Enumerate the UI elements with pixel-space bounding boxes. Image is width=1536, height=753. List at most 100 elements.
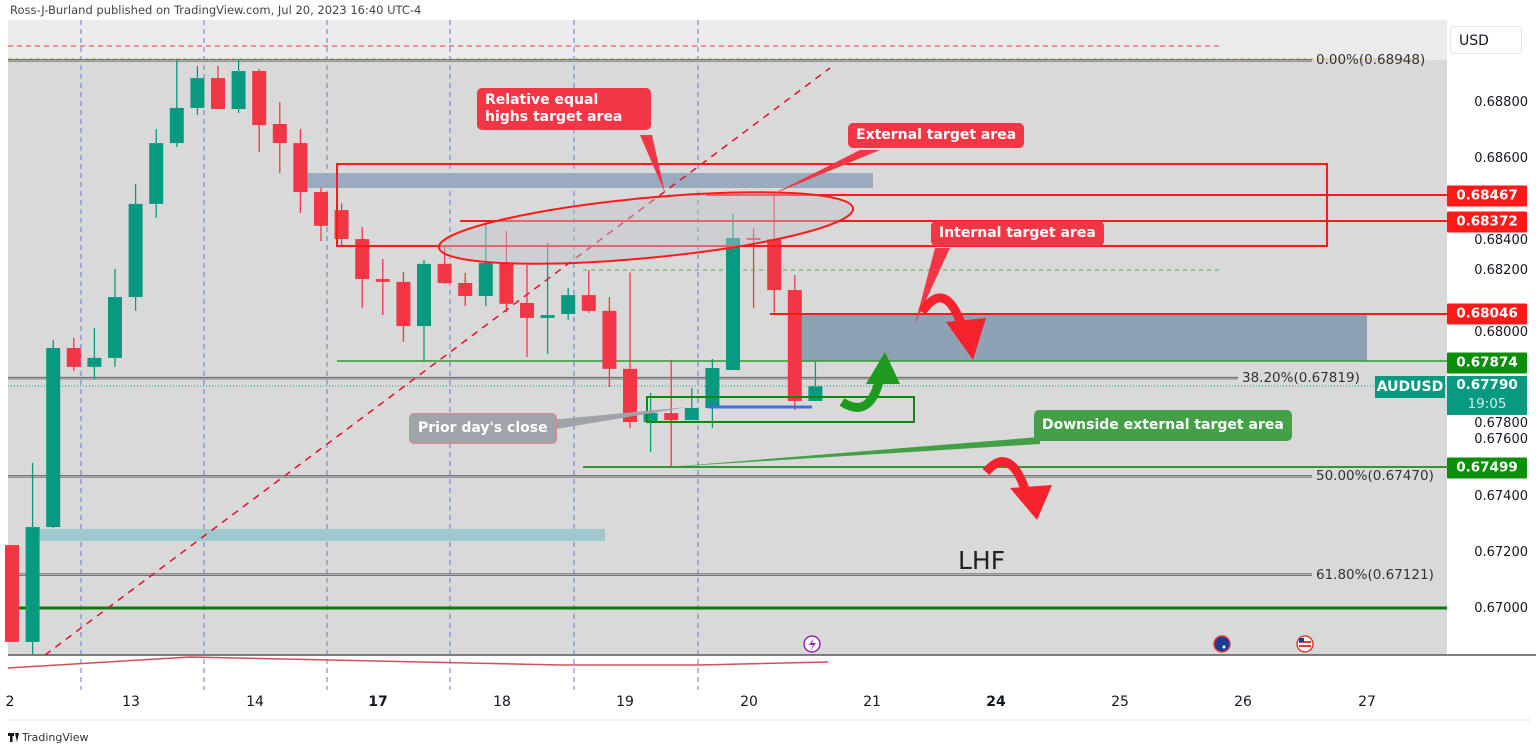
green-range-box[interactable] (646, 396, 915, 423)
candle[interactable] (149, 129, 164, 218)
candle[interactable] (252, 69, 267, 153)
candle-body (25, 527, 40, 642)
candle-body (520, 302, 534, 318)
candle[interactable] (25, 462, 40, 655)
candle-body (334, 210, 349, 240)
candle[interactable] (684, 388, 699, 421)
australia-flag-icon[interactable] (1213, 635, 1231, 653)
candle[interactable] (540, 243, 555, 354)
candle-body (355, 239, 370, 280)
callout-pointer (640, 135, 665, 193)
candle-body (499, 263, 514, 304)
candle[interactable] (46, 339, 61, 528)
candle[interactable] (66, 337, 81, 371)
candle[interactable] (478, 223, 493, 307)
price-tick-label: 0.68400 (1474, 233, 1528, 249)
candle[interactable] (293, 129, 308, 213)
candle[interactable] (396, 272, 411, 342)
candle[interactable] (334, 203, 349, 246)
candle[interactable] (5, 545, 19, 642)
candle[interactable] (499, 230, 514, 312)
candle[interactable] (108, 268, 122, 367)
time-tick-label: 24 (986, 694, 1006, 710)
fib-label: 38.20%(0.67819) (1242, 370, 1360, 387)
last-price-badge: 0.67790 19:05 (1447, 376, 1527, 415)
candle[interactable] (417, 259, 431, 362)
candle[interactable] (623, 272, 637, 428)
candle-body (272, 123, 287, 144)
lightning-event-icon[interactable] (803, 635, 821, 653)
candle[interactable] (581, 270, 596, 313)
time-tick-label: 26 (1234, 694, 1252, 710)
callout-prior-day-close[interactable]: Prior day's close (409, 413, 557, 444)
price-tick-label: 0.68800 (1474, 94, 1528, 110)
time-tick-label: 18 (493, 694, 511, 710)
candle[interactable] (375, 259, 390, 316)
time-tick-label: 20 (740, 694, 758, 710)
candle-body (396, 281, 411, 327)
lhf-label[interactable]: LHF (958, 546, 1006, 575)
callout-pointer (771, 150, 880, 195)
candle-body (375, 279, 390, 282)
candle[interactable] (128, 183, 143, 311)
tradingview-logo-icon (8, 733, 19, 742)
candle[interactable] (169, 60, 184, 148)
equal-highs-ellipse[interactable] (436, 179, 856, 278)
fib-label: 50.00%(0.67470) (1316, 468, 1434, 485)
candle[interactable] (602, 297, 617, 387)
price-tick-label: 0.67200 (1474, 544, 1528, 560)
price-tick-label: 0.67400 (1474, 488, 1528, 504)
candle-body (561, 295, 576, 314)
candle-body (705, 368, 720, 408)
callout-pointer (668, 437, 1040, 467)
price-level-badge: 0.68467 (1447, 185, 1527, 207)
external-target-rectangle[interactable] (336, 163, 1328, 247)
tradingview-logo-text: TradingView (22, 731, 89, 744)
candle-body (684, 407, 699, 421)
callout-external-target[interactable]: External target area (848, 123, 1025, 148)
candle[interactable] (231, 60, 246, 113)
time-tick-label: 14 (246, 694, 264, 710)
candle-body (66, 348, 81, 367)
candle-body (437, 263, 452, 284)
candle-body (540, 315, 555, 318)
price-tick-label: 0.67600 (1474, 432, 1528, 448)
candle-body (149, 143, 164, 204)
candle[interactable] (561, 288, 576, 320)
us-flag-icon[interactable] (1296, 635, 1314, 653)
candle[interactable] (211, 65, 225, 110)
candle[interactable] (520, 264, 534, 358)
currency-button[interactable]: USD (1450, 26, 1522, 54)
candle-body (787, 290, 802, 401)
callout-relative-equal-highs[interactable]: Relative equal highs target area (477, 88, 651, 130)
candle[interactable] (746, 228, 761, 309)
red-arrow-down-icon (918, 293, 986, 360)
candle-body (417, 263, 431, 327)
price-tick-label: 0.67800 (1474, 415, 1528, 431)
candle[interactable] (272, 102, 287, 173)
candle-body (314, 192, 328, 226)
candle-body (664, 413, 679, 421)
candle[interactable] (190, 65, 205, 115)
candle[interactable] (787, 275, 802, 410)
fib-label: 61.80%(0.67121) (1316, 566, 1434, 583)
candle-body (767, 239, 782, 291)
candle-body (252, 71, 267, 126)
price-level-badge: 0.67499 (1447, 457, 1527, 479)
time-tick-label: 25 (1111, 694, 1129, 710)
callout-internal-target[interactable]: Internal target area (931, 221, 1104, 246)
price-tick-label: 0.68600 (1474, 150, 1528, 166)
candle-body (46, 348, 61, 528)
candle[interactable] (664, 359, 679, 467)
candle[interactable] (458, 272, 473, 307)
callout-downside-external-target[interactable]: Downside external target area (1034, 410, 1292, 441)
candle[interactable] (767, 194, 782, 313)
symbol-label: AUDUSD (1375, 376, 1445, 398)
candle[interactable] (87, 328, 102, 379)
candle[interactable] (726, 214, 740, 370)
last-price: 0.67790 (1456, 377, 1518, 393)
candle[interactable] (355, 226, 370, 309)
candle[interactable] (314, 187, 328, 242)
time-tick-label: 2 (5, 694, 15, 710)
candle-body (478, 263, 493, 296)
